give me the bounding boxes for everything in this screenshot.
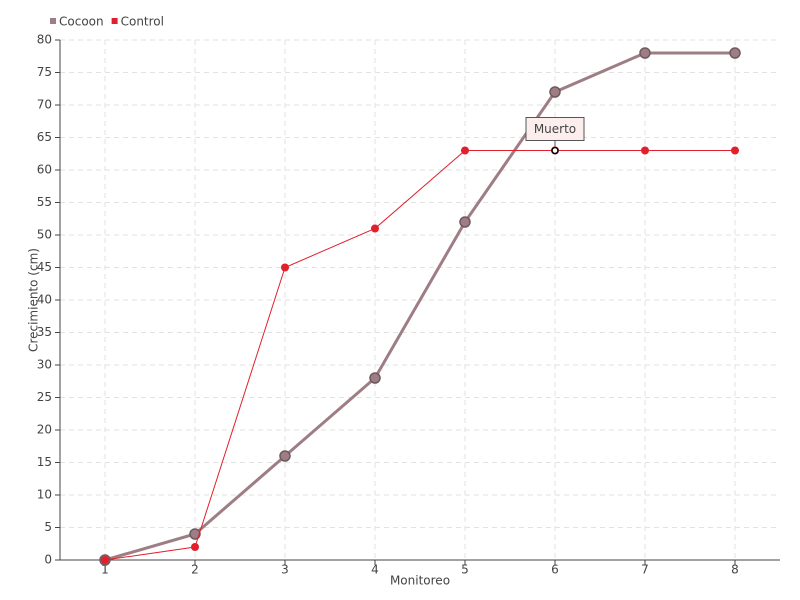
x-axis-label: Monitoreo	[390, 574, 450, 588]
x-tick-label: 1	[101, 563, 109, 577]
y-tick-label: 40	[37, 293, 52, 307]
legend-item: Control	[111, 15, 164, 29]
annotation-point	[551, 146, 559, 155]
y-tick-label: 10	[37, 488, 52, 502]
data-point	[641, 146, 649, 155]
legend-swatch	[111, 18, 118, 24]
data-point	[101, 556, 109, 564]
data-point	[189, 528, 201, 540]
y-tick-label: 0	[44, 553, 52, 567]
data-point	[461, 146, 469, 155]
legend-label: Cocoon	[59, 15, 104, 29]
x-tick-label: 7	[641, 563, 649, 577]
legend-label: Control	[121, 15, 164, 29]
series-line	[104, 51, 735, 562]
data-point	[279, 450, 291, 462]
data-point	[459, 216, 471, 228]
data-point	[731, 146, 739, 155]
series-line	[104, 150, 735, 561]
legend-swatch	[50, 18, 56, 24]
x-tick-label: 3	[281, 563, 289, 577]
y-tick-label: 25	[37, 390, 52, 404]
data-point	[639, 47, 651, 59]
data-point	[729, 47, 741, 59]
annotation-text: Muerto	[534, 122, 576, 136]
y-tick-label: 15	[37, 455, 52, 469]
data-point	[281, 263, 289, 272]
y-tick-label: 60	[37, 163, 52, 177]
data-point	[549, 86, 561, 98]
y-tick-label: 70	[37, 98, 52, 112]
annotation-box	[525, 117, 585, 141]
y-tick-label: 65	[37, 130, 52, 144]
x-tick-label: 6	[551, 563, 559, 577]
y-tick-label: 55	[37, 195, 52, 209]
y-tick-label: 45	[37, 260, 52, 274]
y-tick-label: 20	[37, 423, 52, 437]
y-tick-label: 80	[37, 33, 52, 47]
x-tick-label: 5	[461, 563, 469, 577]
data-point	[371, 224, 379, 233]
y-tick-label: 30	[37, 358, 52, 372]
y-tick-label: 5	[44, 520, 52, 534]
y-tick-label: 50	[37, 228, 52, 242]
y-axis-label: Crecimiento (cm)	[27, 248, 41, 352]
data-point	[369, 372, 381, 384]
y-tick-label: 75	[37, 65, 52, 79]
y-tick-label: 35	[37, 325, 52, 339]
x-tick-label: 2	[191, 563, 199, 577]
legend-item: Cocoon	[50, 15, 104, 29]
x-tick-label: 4	[371, 563, 379, 577]
x-tick-label: 8	[731, 563, 739, 577]
data-point	[191, 543, 199, 551]
